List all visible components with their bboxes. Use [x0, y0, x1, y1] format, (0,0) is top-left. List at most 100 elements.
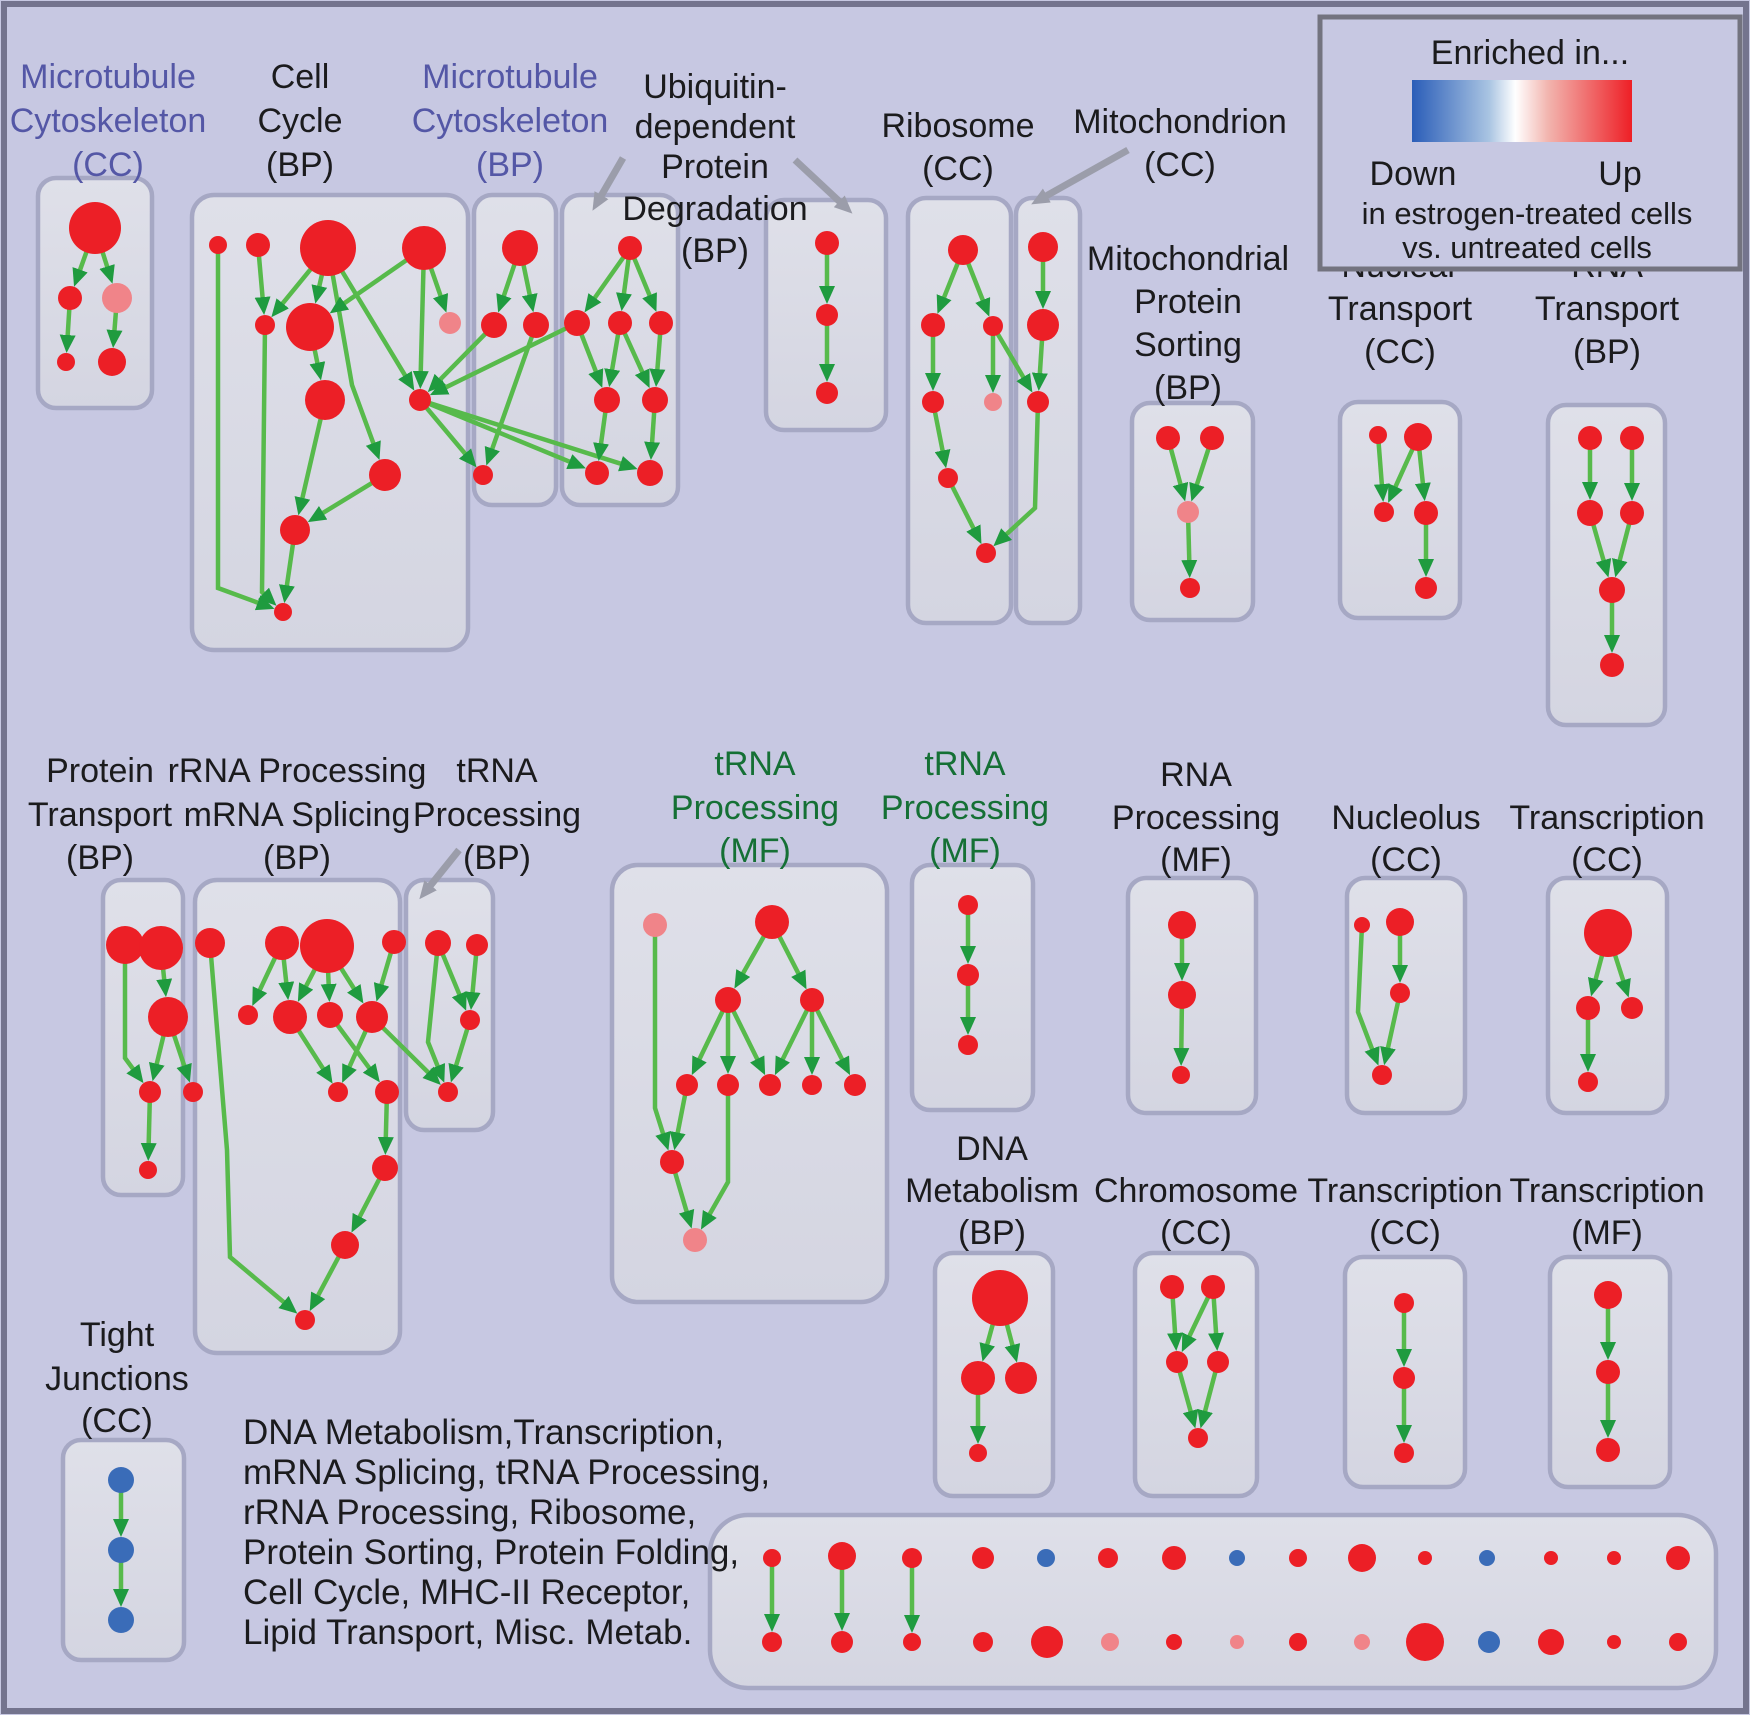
- go-node-a2b: [831, 1631, 853, 1653]
- go-node-q9: [328, 1082, 348, 1102]
- cluster-box-protein-transport: [100, 877, 186, 1198]
- legend-up-label: Up: [1598, 155, 1641, 193]
- go-node-m3: [523, 312, 549, 338]
- edge-p1-p4: [122, 945, 144, 1084]
- go-node-t4: [1620, 501, 1644, 525]
- cluster-label-protein-transport: Protein Transport (BP): [28, 752, 173, 877]
- go-node-c3: [300, 220, 356, 276]
- go-node-y3: [1394, 1443, 1414, 1463]
- edge-u2-c9: [429, 320, 578, 396]
- go-node-r7: [976, 543, 996, 563]
- go-node-t6: [1600, 653, 1624, 677]
- go-node-f1: [755, 905, 789, 939]
- go-node-c12: [274, 603, 292, 621]
- go-node-t1: [1578, 426, 1602, 450]
- cluster-label-mitochondrion: Mitochondrion (CC): [1073, 103, 1287, 184]
- gray-pointer-arrow-2: [792, 157, 853, 214]
- go-node-c5: [255, 315, 275, 335]
- cluster-label-trna-mf-2: tRNA Processing (MF): [881, 745, 1049, 870]
- cluster-labels: Microtubule Cytoskeleton (CC) Cell Cycle (BP)…: [10, 58, 1705, 1440]
- go-node-f2: [715, 987, 741, 1013]
- cluster-label-cell-cycle: Cell Cycle (BP): [257, 58, 342, 184]
- go-node-p3: [148, 997, 188, 1037]
- go-node-k1: [1354, 917, 1370, 933]
- go-node-u7: [585, 461, 609, 485]
- legend-caption-line1: in estrogen-treated cells: [1362, 196, 1693, 231]
- go-node-c1: [209, 236, 227, 254]
- legend-caption-line2: vs. untreated cells: [1402, 230, 1652, 265]
- go-node-n3: [1374, 502, 1394, 522]
- go-node-a15t: [1666, 1546, 1690, 1570]
- edge-c1-c12: [215, 245, 275, 611]
- go-node-w4: [438, 1082, 458, 1102]
- cluster-label-microtubule-cc: Microtubule Cytoskeleton (CC): [10, 58, 207, 184]
- go-node-h3: [1172, 1066, 1190, 1084]
- cluster-box-nuclear-transport: [1337, 399, 1463, 621]
- go-node-a3t: [902, 1548, 922, 1568]
- go-node-f8: [844, 1074, 866, 1096]
- go-node-e3: [1166, 1351, 1188, 1373]
- go-node-w1: [425, 930, 451, 956]
- go-node-j2: [108, 1537, 134, 1563]
- edge-c3-c10: [325, 247, 381, 460]
- legend-gradient-bar: [1412, 80, 1632, 142]
- go-node-u1: [618, 236, 642, 260]
- cluster-label-rna-processing-mf: RNA Processing (MF): [1112, 756, 1280, 879]
- go-node-a12b: [1478, 1631, 1500, 1653]
- go-node-t2: [1620, 426, 1644, 450]
- go-node-x3: [1621, 997, 1643, 1019]
- go-node-a8b: [1230, 1635, 1244, 1649]
- go-node-x1: [1584, 909, 1632, 957]
- go-node-f4: [676, 1074, 698, 1096]
- go-node-j3: [108, 1607, 134, 1633]
- go-node-u3: [608, 311, 632, 335]
- edge-c9-u7: [419, 397, 586, 469]
- cluster-label-dna-metabolism: DNA Metabolism (BP): [905, 1130, 1079, 1252]
- go-node-n1: [1369, 426, 1387, 444]
- go-node-n4: [1414, 501, 1438, 525]
- go-node-y2: [1393, 1367, 1415, 1389]
- go-node-e2: [1201, 1275, 1225, 1299]
- go-node-u4: [649, 311, 673, 335]
- cluster-label-tight-junctions: Tight Junctions (CC): [45, 1316, 189, 1440]
- go-node-m1: [502, 230, 538, 266]
- go-node-o2: [1027, 309, 1059, 341]
- go-node-f6: [759, 1074, 781, 1096]
- go-node-u5: [594, 387, 620, 413]
- go-node-mc3: [102, 283, 132, 313]
- shared-clusters-annotation: DNA Metabolism,Transcription, mRNA Splici…: [243, 1413, 770, 1652]
- go-node-mc5: [98, 348, 126, 376]
- go-node-c4: [402, 226, 446, 270]
- go-node-mc2: [58, 286, 82, 310]
- legend-box: [1317, 14, 1743, 272]
- go-term-nodes: [57, 202, 1690, 1661]
- go-node-t5: [1599, 577, 1625, 603]
- go-node-r6: [938, 468, 958, 488]
- go-node-a1b: [762, 1632, 782, 1652]
- cluster-box-ubiquitin-1: [559, 192, 681, 508]
- gray-pointer-arrow-1: [592, 156, 627, 211]
- go-node-p4: [139, 1081, 161, 1103]
- go-node-p1: [106, 926, 144, 964]
- go-node-c8: [305, 380, 345, 420]
- go-node-q4: [382, 930, 406, 954]
- go-node-o1: [1028, 232, 1058, 262]
- edge-w1-w4: [425, 942, 446, 1083]
- go-node-k3: [1390, 983, 1410, 1003]
- go-node-a10b: [1354, 1634, 1370, 1650]
- go-node-x2: [1576, 996, 1600, 1020]
- go-node-d3: [1005, 1362, 1037, 1394]
- go-node-e4: [1207, 1351, 1229, 1373]
- go-node-a13t: [1544, 1551, 1558, 1565]
- go-node-s1: [1156, 426, 1180, 450]
- go-node-a1t: [763, 1549, 781, 1567]
- go-node-a9t: [1289, 1549, 1307, 1567]
- cluster-label-trna-mf-1: tRNA Processing (MF): [671, 745, 839, 870]
- cluster-label-chromosome: Chromosome (CC): [1094, 1172, 1298, 1252]
- go-node-g2: [957, 964, 979, 986]
- edge-c9-u8: [419, 397, 638, 472]
- go-node-e5: [1188, 1428, 1208, 1448]
- go-node-a7b: [1166, 1634, 1182, 1650]
